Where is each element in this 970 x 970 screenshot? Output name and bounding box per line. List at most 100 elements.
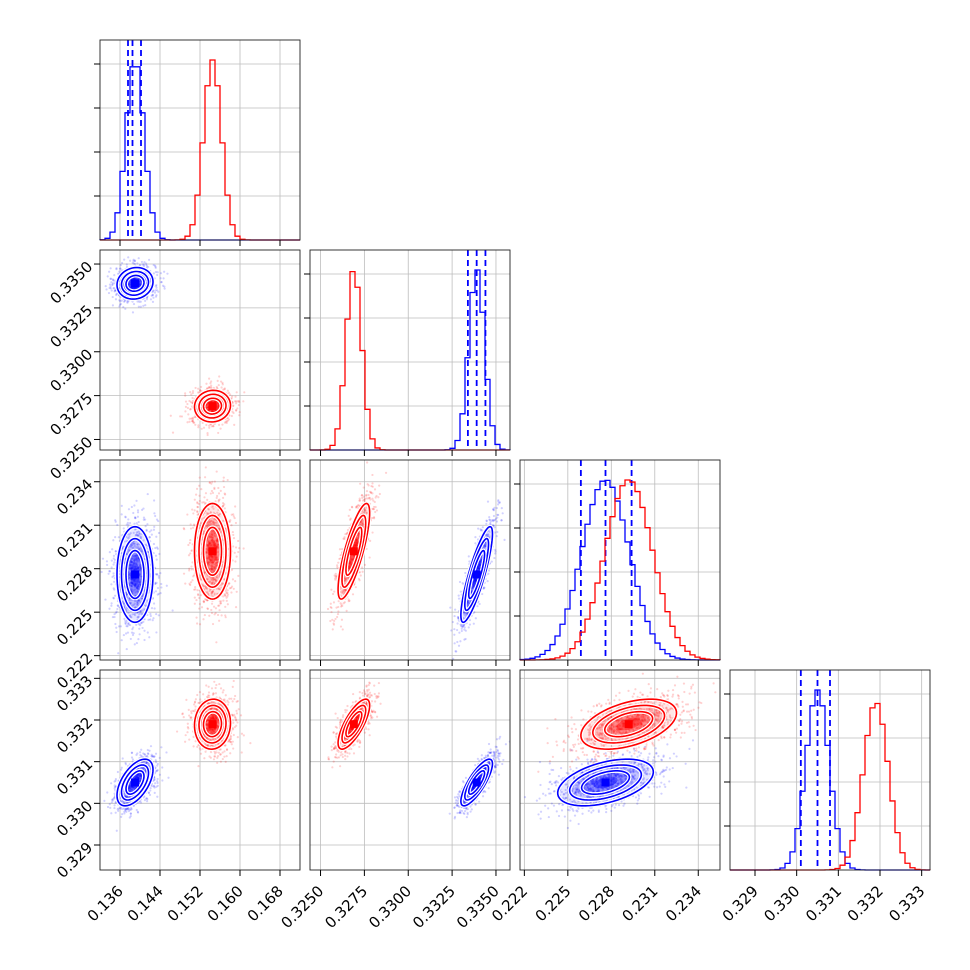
scatter-point — [463, 628, 466, 631]
scatter-point — [127, 533, 130, 536]
scatter-point — [186, 402, 189, 406]
scatter-point — [214, 567, 217, 570]
scatter-point — [133, 262, 137, 266]
scatter-point — [107, 291, 111, 295]
scatter-point — [229, 586, 233, 590]
scatter-point — [194, 588, 197, 591]
scatter-point — [137, 585, 140, 588]
scatter-point — [189, 391, 192, 394]
scatter-point — [130, 560, 134, 564]
scatter-point — [137, 578, 141, 582]
scatter-point — [130, 578, 133, 581]
scatter-point — [217, 405, 220, 408]
scatter-point — [207, 561, 211, 564]
scatter-point — [130, 544, 133, 547]
scatter-point — [127, 282, 131, 285]
scatter-point — [210, 611, 214, 615]
scatter-point — [219, 570, 222, 573]
scatter-point — [236, 400, 239, 403]
scatter-point — [125, 609, 128, 612]
scatter-point — [207, 542, 210, 545]
scatter-point — [154, 514, 157, 518]
scatter-point — [198, 494, 201, 497]
scatter-point — [128, 567, 131, 570]
scatter-point — [132, 578, 135, 582]
scatter-point — [124, 619, 127, 622]
scatter-point — [127, 623, 130, 626]
scatter-point — [132, 580, 136, 583]
scatter-point — [225, 420, 228, 423]
scatter-point — [237, 399, 240, 403]
scatter-point — [212, 605, 216, 608]
scatter-point — [215, 541, 218, 545]
scatter-point — [188, 569, 191, 572]
scatter-point — [216, 403, 219, 406]
scatter-point — [213, 532, 217, 535]
scatter-point — [215, 539, 219, 542]
scatter-point — [222, 479, 225, 482]
scatter-point — [162, 277, 165, 280]
scatter-point — [117, 625, 121, 628]
scatter-point — [182, 572, 186, 575]
scatter-point — [122, 306, 125, 309]
scatter-point — [137, 257, 140, 260]
contour-line — [202, 397, 223, 415]
scatter-point — [217, 499, 220, 502]
scatter-point — [221, 519, 224, 522]
scatter-point — [132, 277, 135, 280]
scatter-point — [132, 287, 135, 290]
scatter-point — [210, 534, 213, 537]
scatter-point — [206, 544, 209, 548]
scatter-point — [144, 262, 148, 265]
scatter-point — [139, 305, 142, 308]
scatter-point — [211, 561, 214, 564]
scatter-point — [210, 555, 213, 558]
scatter-point — [137, 599, 141, 602]
scatter-point — [141, 508, 144, 511]
scatter-point — [214, 539, 217, 542]
scatter-point — [211, 400, 214, 403]
scatter-point — [154, 573, 157, 576]
scatter-point — [216, 379, 219, 382]
scatter-point — [139, 624, 142, 627]
contour-line — [193, 389, 232, 423]
scatter-point — [135, 585, 138, 588]
scatter-point — [138, 580, 141, 584]
scatter-point — [135, 578, 138, 581]
scatter-point — [137, 584, 140, 587]
scatter-point — [213, 592, 216, 595]
scatter-point — [214, 565, 217, 568]
scatter-point — [136, 611, 139, 614]
scatter-point — [210, 565, 213, 568]
scatter-point — [464, 571, 467, 575]
scatter-point — [155, 286, 158, 289]
scatter-point — [127, 549, 130, 552]
scatter-point — [135, 560, 138, 563]
scatter-point — [137, 566, 140, 570]
scatter-point — [141, 263, 144, 266]
scatter-point — [125, 593, 129, 596]
scatter-point — [132, 287, 135, 290]
scatter-point — [208, 481, 211, 484]
scatter-point — [476, 605, 479, 608]
scatter-point — [204, 492, 208, 495]
scatter-point — [214, 543, 217, 546]
scatter-point — [105, 288, 108, 291]
scatter-point — [136, 557, 139, 560]
scatter-point — [214, 565, 217, 569]
scatter-point — [154, 266, 157, 269]
scatter-point — [213, 563, 216, 566]
scatter-point — [210, 409, 213, 413]
scatter-point — [191, 526, 195, 529]
scatter-point — [212, 578, 215, 581]
scatter-point — [223, 594, 226, 597]
scatter-point — [214, 607, 218, 610]
scatter-point — [209, 554, 212, 558]
scatter-point — [136, 546, 140, 549]
scatter-point — [210, 555, 213, 558]
scatter-point — [128, 548, 131, 551]
scatter-point — [234, 606, 238, 609]
scatter-point — [137, 599, 140, 602]
scatter-point — [216, 550, 220, 554]
scatter-point — [218, 527, 222, 530]
